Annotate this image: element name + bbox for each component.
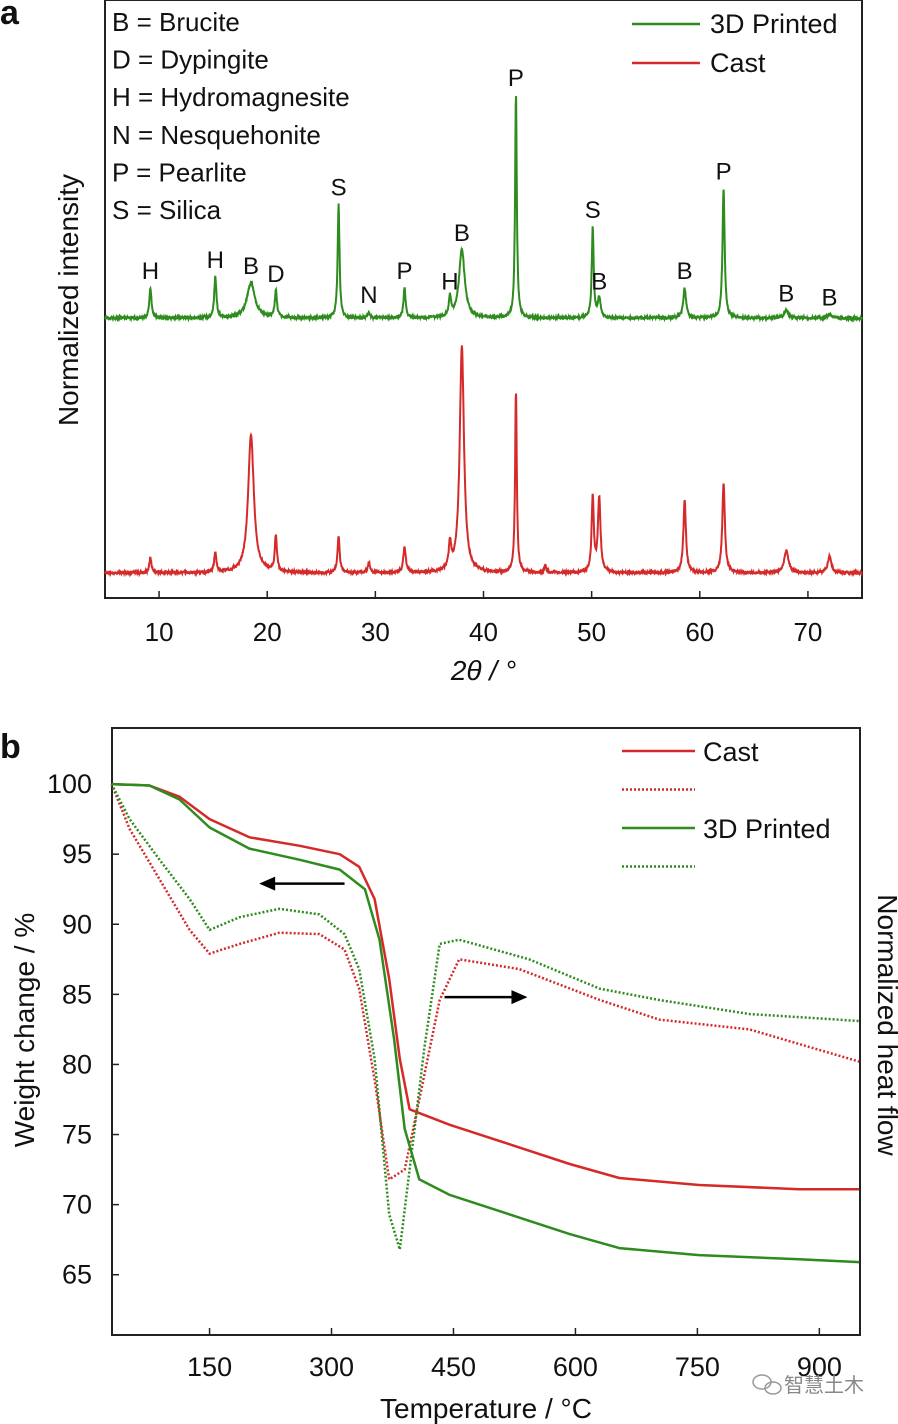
phase-key-entry: H = Hydromagnesite xyxy=(112,82,350,112)
peak-label: B xyxy=(591,268,607,295)
panel-label-b: b xyxy=(0,728,21,766)
series-weight-cast xyxy=(111,782,860,1191)
phase-key-entry: B = Brucite xyxy=(112,7,240,37)
panel-label-a: a xyxy=(0,0,20,32)
watermark: 智慧土木 xyxy=(752,1374,864,1397)
peak-label: D xyxy=(267,261,284,288)
x-tick-label: 300 xyxy=(309,1352,354,1382)
y-tick-label: 75 xyxy=(62,1120,92,1150)
y-tick-label: 80 xyxy=(62,1049,92,1079)
x-tick-label: 60 xyxy=(685,617,714,647)
peak-label: P xyxy=(508,65,524,92)
x-tick-label: 50 xyxy=(577,617,606,647)
x-tick-label: 70 xyxy=(793,617,822,647)
x-axis-title: 2θ / ° xyxy=(450,655,516,686)
x-tick-label: 750 xyxy=(675,1352,720,1382)
legend-label: Cast xyxy=(703,737,759,767)
x-tick-label: 600 xyxy=(553,1352,598,1382)
x-tick-label: 40 xyxy=(469,617,498,647)
peak-label: S xyxy=(331,175,347,202)
x-tick-label: 150 xyxy=(187,1352,232,1382)
legend-label: Cast xyxy=(710,48,766,78)
arrow-head-icon xyxy=(259,876,276,891)
x-tick-label: 900 xyxy=(797,1352,842,1382)
phase-key-entry: N = Nesquehonite xyxy=(112,120,321,150)
y-tick-label: 65 xyxy=(62,1260,92,1290)
arrow-head-icon xyxy=(511,990,528,1005)
y-tick-label: 90 xyxy=(62,909,92,939)
y-axis-title: Weight change / % xyxy=(9,913,40,1148)
peak-label: P xyxy=(716,158,732,185)
y-axis-title: Normalized intensity xyxy=(53,174,84,426)
series-line-printed xyxy=(104,96,863,323)
peak-label: B xyxy=(243,253,259,280)
peak-label: H xyxy=(142,258,159,285)
peak-label: S xyxy=(585,197,601,224)
legend-label: 3D Printed xyxy=(710,9,838,39)
plot-frame xyxy=(111,727,861,1336)
phase-key-entry: D = Dypingite xyxy=(112,45,269,75)
peak-label: B xyxy=(677,258,693,285)
peak-label: P xyxy=(397,258,413,285)
peak-label: B xyxy=(454,220,470,247)
peak-label: B xyxy=(778,280,794,307)
peak-label: H xyxy=(441,268,458,295)
phase-key-entry: P = Pearlite xyxy=(112,157,247,187)
series-heat_flow-printed xyxy=(110,783,860,1251)
tga-dsc-chart: 150 300 450 600 750 900 65 70 75 80 85 90 95 100 Tempe… xyxy=(9,727,898,1424)
y-tick-label: 85 xyxy=(62,979,92,1009)
x-tick-label: 10 xyxy=(145,617,174,647)
x-axis-title: Temperature / °C xyxy=(380,1393,592,1424)
x-tick-label: 20 xyxy=(253,617,282,647)
phase-key-entry: S = Silica xyxy=(112,195,222,225)
y-tick-label: 100 xyxy=(47,769,92,799)
y-axis-title-right: Normalized heat flow xyxy=(872,894,898,1156)
xrd-chart: 10 20 30 40 50 60 70 2θ / ° Normalized intensity… xyxy=(53,0,863,686)
x-tick-label: 450 xyxy=(431,1352,476,1382)
peak-label: B xyxy=(822,285,838,312)
y-tick-label: 95 xyxy=(62,839,92,869)
y-tick-label: 70 xyxy=(62,1190,92,1220)
legend-label: 3D Printed xyxy=(703,814,831,844)
series-weight-printed xyxy=(111,782,860,1264)
peak-label: N xyxy=(360,282,377,309)
wechat-icon xyxy=(752,1374,782,1395)
series-heat_flow-cast xyxy=(110,783,860,1181)
x-tick-label: 30 xyxy=(361,617,390,647)
watermark-text: 智慧土木 xyxy=(784,1374,864,1397)
peak-label: H xyxy=(207,247,224,274)
series-line-cast xyxy=(104,345,863,578)
